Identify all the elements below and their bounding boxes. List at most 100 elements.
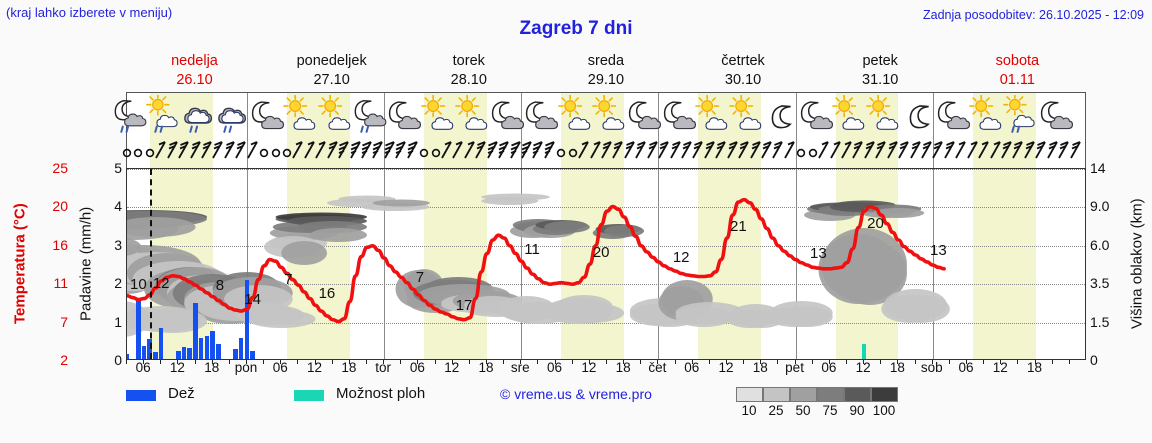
rain-bar [210, 331, 215, 359]
cloud-height-tick-label: 14 [1090, 160, 1106, 176]
time-tick [880, 360, 882, 364]
wind-barb [677, 138, 697, 168]
location-menu-hint[interactable]: (kraj lahko izberete v meniju) [6, 5, 173, 20]
time-axis-label: 18 [615, 360, 631, 375]
time-axis-label: sob [920, 360, 943, 375]
wind-barb [460, 138, 480, 168]
rain-bar [181, 347, 187, 359]
time-axis: 06 12 18 pon 06 12 18 tor 06 12 18 sre 06 12 18 čet 06 12… [126, 360, 1086, 380]
daylight-band [561, 136, 625, 168]
time-tick [571, 360, 573, 364]
wind-barb [506, 138, 526, 168]
time-axis-label: 12 [169, 360, 185, 375]
chart-legend: Dež Možnost ploh © vreme.us & vreme.pro … [126, 385, 1146, 425]
cloud-density-swatch [844, 387, 871, 402]
time-tick [691, 360, 693, 364]
day-partly-cloudy-icon [553, 94, 593, 135]
time-axis-label: 18 [478, 360, 494, 375]
night-partly-cloudy-icon [930, 95, 970, 135]
time-axis-label: pet [785, 360, 804, 375]
day-separator [658, 136, 660, 168]
temperature-extreme-label: 11 [524, 241, 540, 259]
wind-barb [357, 138, 377, 168]
time-axis-label: 12 [444, 360, 460, 375]
time-tick [554, 360, 556, 364]
time-axis-label: 12 [718, 360, 734, 375]
cloud-height-tick-label: 9.0 [1090, 198, 1110, 215]
day-separator [247, 169, 248, 359]
day-separator [384, 169, 386, 359]
time-tick [331, 360, 333, 364]
time-tick [348, 360, 350, 364]
day-separator [247, 136, 248, 168]
time-axis-label: 06 [135, 360, 151, 375]
day-separator [932, 93, 934, 136]
cloud-height-axis-ticks: 14 9.0 6.0 3.5 1.5 0 [1090, 160, 1130, 368]
time-tick [537, 360, 539, 364]
temperature-extreme-label: 20 [592, 244, 610, 262]
time-tick [623, 360, 625, 364]
wind-barb [974, 138, 994, 168]
time-tick [366, 360, 367, 364]
time-tick [314, 360, 316, 364]
wind-barb [928, 138, 948, 168]
cloud-height-tick-label: 6.0 [1090, 236, 1110, 253]
night-partly-cloudy-icon [656, 95, 696, 135]
wind-barb [997, 138, 1017, 168]
time-tick [777, 360, 779, 364]
time-tick [1068, 360, 1070, 364]
wind-barb [666, 138, 686, 168]
wind-barb [643, 138, 663, 168]
wind-barb [837, 138, 857, 168]
temperature-curve [127, 197, 946, 324]
time-tick [794, 360, 796, 364]
time-tick [194, 360, 196, 364]
wind-barb [288, 138, 308, 168]
temperature-extreme-label: 12 [672, 248, 690, 266]
wind-barb [403, 138, 423, 168]
wind-barb [448, 138, 468, 168]
wind-barb [323, 138, 343, 168]
night-partly-cloudy-icon [484, 95, 525, 135]
current-time-marker [149, 169, 152, 359]
wind-barb [826, 138, 846, 168]
wind-barb [757, 138, 777, 168]
wind-barb [311, 138, 331, 168]
wind-barb [163, 138, 183, 168]
time-tick [966, 360, 967, 364]
day-partly-cloudy-icon [450, 94, 490, 135]
wind-barb [906, 138, 926, 168]
day-separator [521, 169, 523, 359]
clear-night-icon [896, 95, 936, 135]
time-axis-label: 06 [821, 360, 837, 375]
wind-barb [746, 138, 766, 168]
temperature-extreme-label: 7 [284, 271, 293, 289]
shower-legend-label: Možnost ploh [336, 385, 426, 402]
time-axis-label: 18 [341, 360, 357, 375]
day-date: 27.10 [313, 72, 350, 88]
time-tick [1051, 360, 1053, 364]
rain-bar [176, 350, 181, 359]
day-name: petek [862, 53, 898, 69]
cloud-density-tick-label: 75 [822, 403, 838, 418]
wind-barb [768, 138, 788, 168]
precipitation-tick-label: 1 [114, 313, 122, 330]
temperature-extreme-label: 12 [152, 274, 170, 292]
cloud-density-tick-label: 90 [849, 403, 865, 418]
day-partly-cloudy-icon [964, 94, 1004, 135]
temperature-extreme-label: 13 [930, 241, 947, 259]
wind-barb [951, 138, 971, 168]
wind-barb [963, 138, 983, 168]
time-tick [503, 360, 505, 364]
night-partly-cloudy-icon [1033, 95, 1073, 135]
cloud-density-swatch [736, 387, 763, 402]
copyright-link[interactable]: © vreme.us & vreme.pro [500, 386, 652, 402]
day-separator [384, 93, 386, 136]
day-header-ned: nedelja 26.10 [126, 52, 263, 90]
time-tick [708, 360, 710, 364]
day-partly-cloudy-icon [724, 94, 764, 135]
wind-barb [391, 138, 411, 168]
temperature-tick-label: 20 [52, 198, 68, 215]
time-axis-label: 12 [992, 360, 1008, 375]
wind-barb [711, 138, 731, 168]
